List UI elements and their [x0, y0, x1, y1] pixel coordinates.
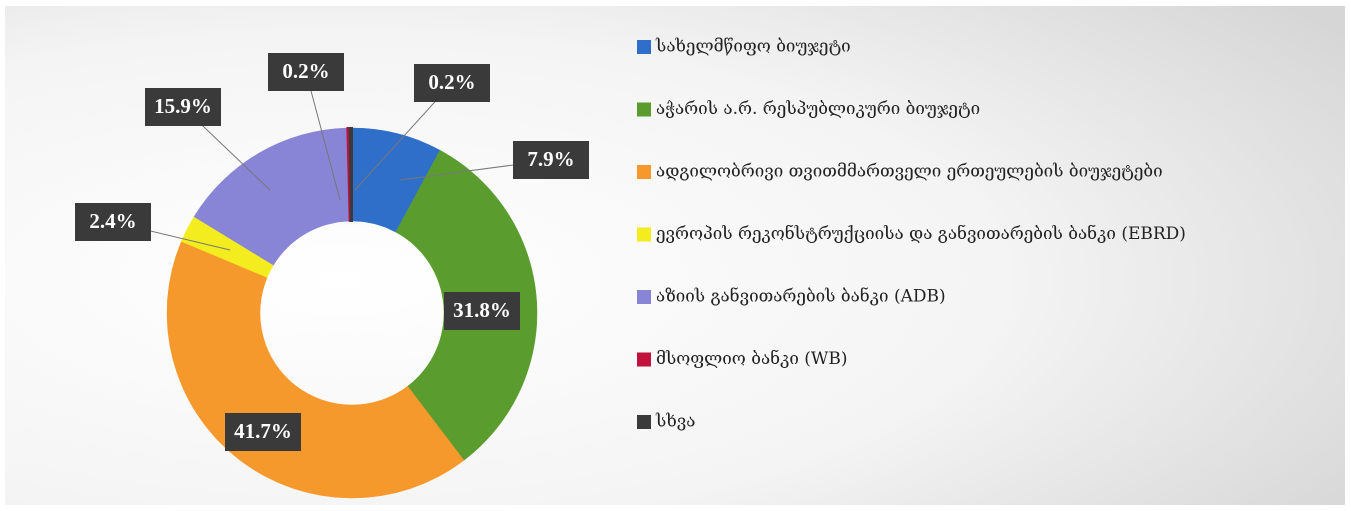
- data-label: 41.7%: [234, 419, 292, 443]
- legend-swatch: [637, 40, 651, 54]
- data-label: 2.4%: [89, 209, 136, 233]
- legend-swatch: [637, 352, 651, 367]
- label-box: [268, 53, 344, 91]
- leader-line: [305, 71, 341, 201]
- legend-swatch: [637, 290, 651, 304]
- legend-swatch: [637, 165, 651, 179]
- legend-label: სახელმწიფო ბიუჯეტი: [655, 37, 851, 57]
- data-label: 0.2%: [282, 59, 329, 83]
- data-label: 31.8%: [453, 298, 511, 322]
- legend-swatch: [637, 227, 651, 242]
- donut-segment: [348, 126, 353, 223]
- legend-label: მსოფლიო ბანკი (WB): [656, 349, 848, 369]
- data-label: 7.9%: [527, 147, 574, 171]
- label-box: [444, 292, 520, 330]
- label-box: [145, 88, 221, 126]
- legend-label: ევროპის რეკონსტრუქციისა და განვითარების …: [656, 224, 1186, 244]
- data-label: 0.2%: [428, 70, 475, 94]
- legend-label: სხვა: [655, 412, 695, 432]
- label-box: [75, 203, 151, 241]
- legend-label: ადგილობრივი თვითმმართველი ერთეულების ბიუ…: [656, 162, 1163, 182]
- donut-segment: [193, 127, 350, 266]
- legend-label: აზიის განვითარების ბანკი (ADB): [656, 287, 946, 307]
- data-label: 15.9%: [154, 94, 212, 118]
- legend-label: აჭარის ა.რ. რესპუბლიკური ბიუჯეტი: [656, 99, 980, 119]
- legend-swatch: [637, 415, 651, 429]
- label-box: [513, 141, 589, 179]
- label-box: [414, 64, 490, 102]
- legend-swatch: [637, 102, 651, 117]
- label-box: [225, 413, 301, 451]
